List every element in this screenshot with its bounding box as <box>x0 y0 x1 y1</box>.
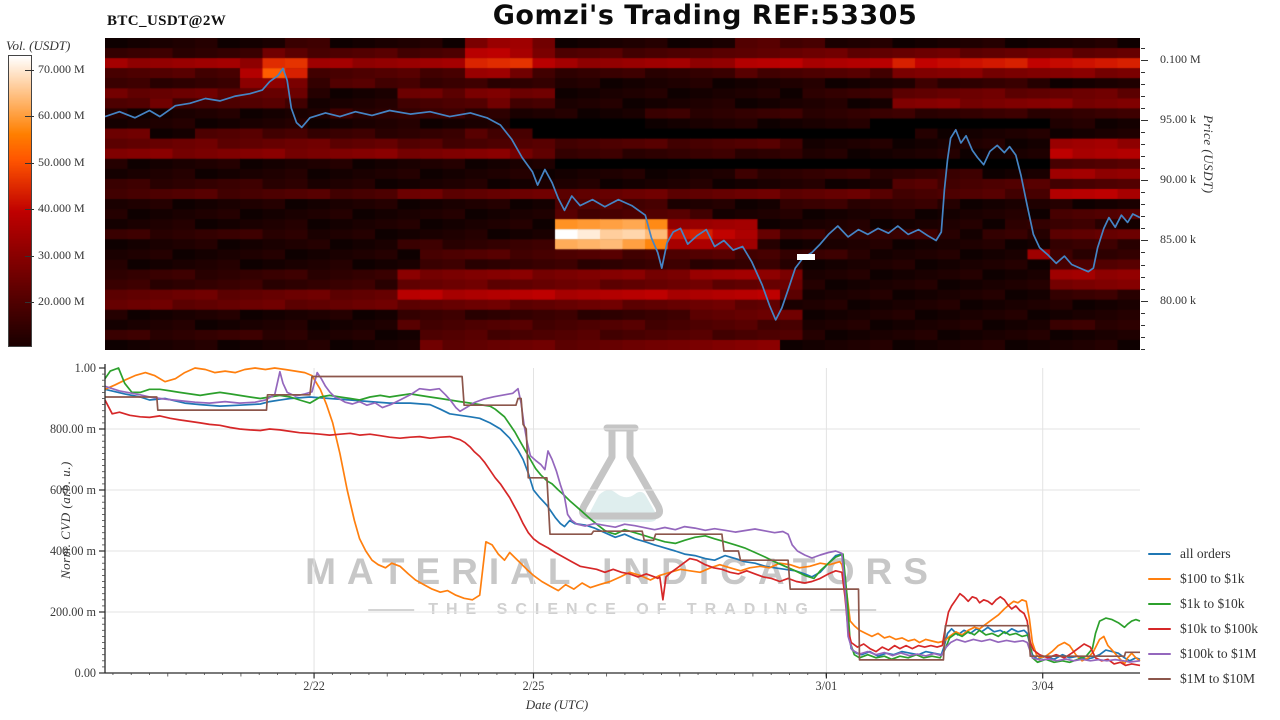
price-axis-tick <box>1141 264 1145 266</box>
legend-swatch <box>1148 577 1171 581</box>
legend-item: all orders <box>1148 546 1258 562</box>
price-axis-tick <box>1141 204 1145 206</box>
colorbar-tick <box>25 69 34 71</box>
volume-colorbar <box>8 55 32 347</box>
price-axis-tick <box>1141 47 1145 49</box>
price-axis-tick-label: 90.00 k <box>1160 172 1196 187</box>
colorbar-tick-label: 30.000 M <box>38 247 85 262</box>
date-axis-title: Date (UTC) <box>525 697 589 712</box>
price-axis-tick <box>1141 336 1145 338</box>
colorbar-tick <box>25 302 34 304</box>
legend-swatch <box>1148 602 1171 606</box>
price-axis-tick <box>1141 276 1145 278</box>
price-axis-tick <box>1141 192 1145 194</box>
price-axis-tick <box>1141 144 1145 146</box>
price-axis-tick <box>1141 240 1148 242</box>
colorbar-tick-label: 70.000 M <box>38 61 85 76</box>
legend-label: $10k to $100k <box>1180 621 1259 636</box>
chart-legend: all orders $100 to $1k $1k to $10k $10k to … <box>1148 546 1258 687</box>
volume-heatmap <box>105 38 1140 350</box>
price-axis-tick <box>1141 84 1145 86</box>
colorbar-tick <box>25 116 34 118</box>
page-title: Gomzi's Trading REF:53305 <box>492 0 918 31</box>
legend-item: $10k to $100k <box>1148 621 1258 637</box>
cvd-tick-label: 1.00 <box>75 361 96 375</box>
date-tick-label: 2/22 <box>303 679 325 693</box>
cvd-tick-label: 0.00 <box>75 666 96 680</box>
price-axis-tick <box>1141 180 1148 182</box>
price-axis-tick <box>1141 348 1145 350</box>
price-axis-title: Price (USDT) <box>1201 115 1216 194</box>
legend-label: all orders <box>1180 546 1231 561</box>
colorbar-tick-label: 50.000 M <box>38 154 85 169</box>
cvd-line-chart: 1.00 800.00 m 600.00 m 400.00 m 200.00 m 0.00… <box>50 361 1141 693</box>
cvd-tick-label: 200.00 m <box>50 605 97 619</box>
price-axis-tick <box>1141 132 1145 134</box>
colorbar-tick <box>25 255 34 257</box>
legend-item: $1k to $10k <box>1148 596 1258 612</box>
legend-swatch <box>1148 677 1171 681</box>
price-axis-tick <box>1141 96 1145 98</box>
price-axis-tick-label: 85.00 k <box>1160 232 1196 247</box>
price-axis-tick <box>1141 60 1148 61</box>
price-axis-tick <box>1141 300 1148 302</box>
cvd-tick-label: 600.00 m <box>50 483 97 497</box>
price-axis-tick <box>1141 324 1145 326</box>
legend-label: $1M to $10M <box>1180 671 1256 686</box>
legend-item: $100k to $1M <box>1148 646 1258 662</box>
legend-item: $1M to $10M <box>1148 671 1258 687</box>
colorbar-title: Vol. (USDT) <box>6 38 71 53</box>
price-axis-tick <box>1141 156 1145 158</box>
current-price-marker <box>797 254 816 261</box>
date-tick-label: 2/25 <box>523 679 545 693</box>
price-axis-tick-label: 80.00 k <box>1160 292 1196 307</box>
price-axis-tick <box>1141 288 1145 290</box>
legend-label: $100k to $1M <box>1180 646 1257 661</box>
price-line-chart <box>105 67 1140 321</box>
price-axis-tick <box>1141 312 1145 314</box>
price-axis-tick <box>1141 252 1145 254</box>
price-axis-tick-label: 95.00 k <box>1160 112 1196 127</box>
legend-swatch <box>1148 652 1171 656</box>
instrument-label: BTC_USDT@2W <box>107 13 227 29</box>
cvd-tick-label: 400.00 m <box>50 544 97 558</box>
price-axis-tick <box>1141 228 1145 230</box>
price-axis-tick <box>1141 120 1148 122</box>
legend-item: $100 to $1k <box>1148 571 1258 587</box>
legend-swatch <box>1148 552 1171 556</box>
cvd-tick-label: 800.00 m <box>50 422 97 436</box>
legend-swatch <box>1148 627 1171 631</box>
colorbar-tick-label: 40.000 M <box>38 201 85 216</box>
date-tick-label: 3/01 <box>816 679 838 693</box>
colorbar-tick <box>25 162 34 164</box>
colorbar-tick-label: 20.000 M <box>38 294 85 309</box>
price-axis-tick <box>1141 168 1145 170</box>
legend-label: $1k to $10k <box>1180 596 1245 611</box>
price-axis-tick <box>1141 72 1145 74</box>
price-axis-tick <box>1141 216 1145 218</box>
price-axis-tick-label: 0.100 M <box>1160 52 1201 66</box>
legend-label: $100 to $1k <box>1180 571 1245 586</box>
price-axis-tick <box>1141 108 1145 110</box>
date-tick-label: 3/04 <box>1032 679 1054 693</box>
colorbar-tick-label: 60.000 M <box>38 108 85 123</box>
colorbar-tick <box>25 209 34 211</box>
